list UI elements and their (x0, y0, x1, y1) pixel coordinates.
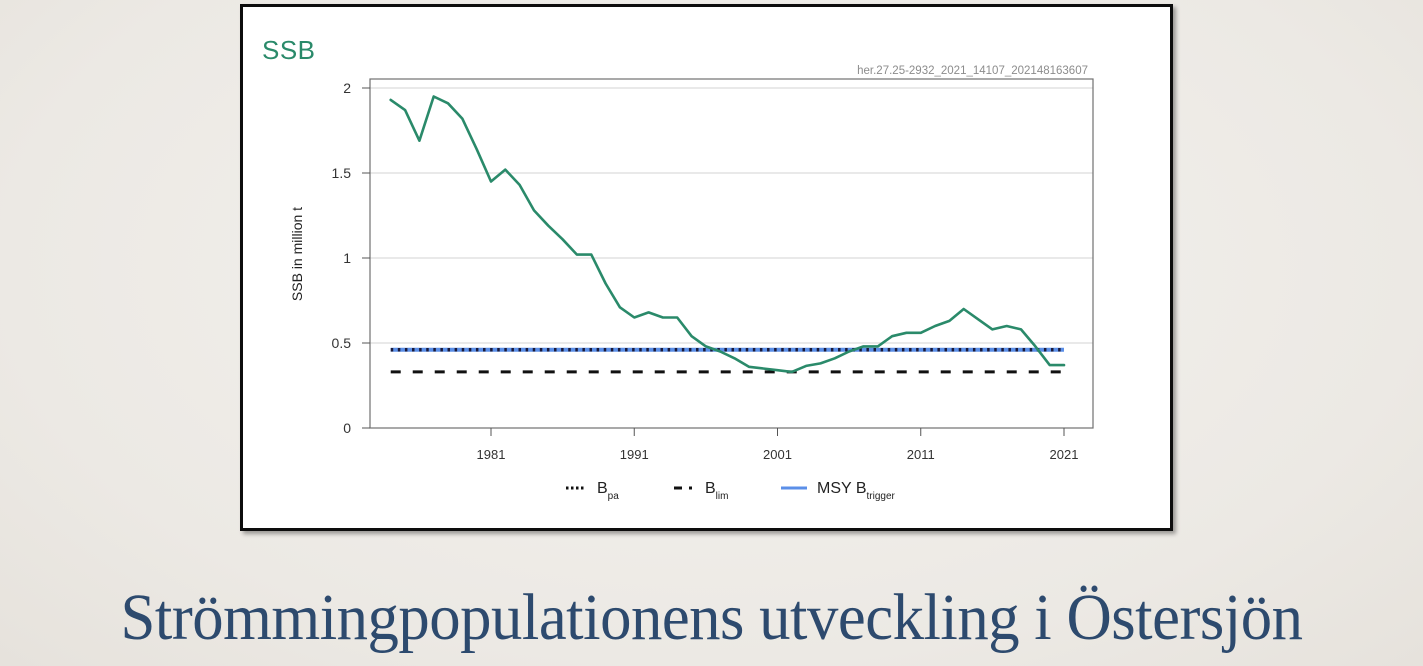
y-axis-label: SSB in million t (289, 207, 305, 301)
y-tick-label: 1.5 (332, 165, 352, 181)
legend-label-subscript: trigger (867, 491, 896, 502)
x-tick-label: 1991 (620, 447, 649, 462)
y-tick-label: 1 (343, 250, 351, 266)
legend-label-bpa: Bpa (597, 480, 619, 502)
x-tick-label: 2011 (907, 447, 935, 462)
chart-title: SSB (262, 35, 316, 65)
plot-area-border (369, 78, 1094, 429)
chart-identifier: her.27.25-2932_2021_14107_202148163607 (857, 65, 1088, 77)
series-line-ssb (389, 95, 1066, 374)
legend-label-subscript: lim (716, 491, 729, 502)
x-tick-label: 2021 (1050, 447, 1079, 462)
y-tick-label: 2 (343, 80, 351, 96)
x-tick-label: 2001 (763, 447, 792, 462)
legend-label-main: B (597, 480, 608, 497)
legend-label-main: MSY B (817, 480, 867, 497)
slide-caption: Strömmingpopulationens utveckling i Öste… (120, 581, 1303, 654)
y-tick-label: 0.5 (332, 335, 352, 351)
y-tick-label: 0 (343, 420, 351, 436)
legend-label-main: B (705, 480, 716, 497)
x-tick-label: 1981 (477, 447, 506, 462)
ssb-plot: 0 0.5 1 1.5 2 1981 1991 2001 2011 2021 SSB in mill… (289, 78, 1094, 502)
legend-label-msy-btrigger: MSY Btrigger (817, 480, 896, 502)
chart-frame: SSB her.27.25-2932_2021_14107_2021481636… (240, 4, 1173, 531)
legend-label-blim: Blim (705, 480, 728, 502)
legend-label-subscript: pa (608, 491, 620, 502)
